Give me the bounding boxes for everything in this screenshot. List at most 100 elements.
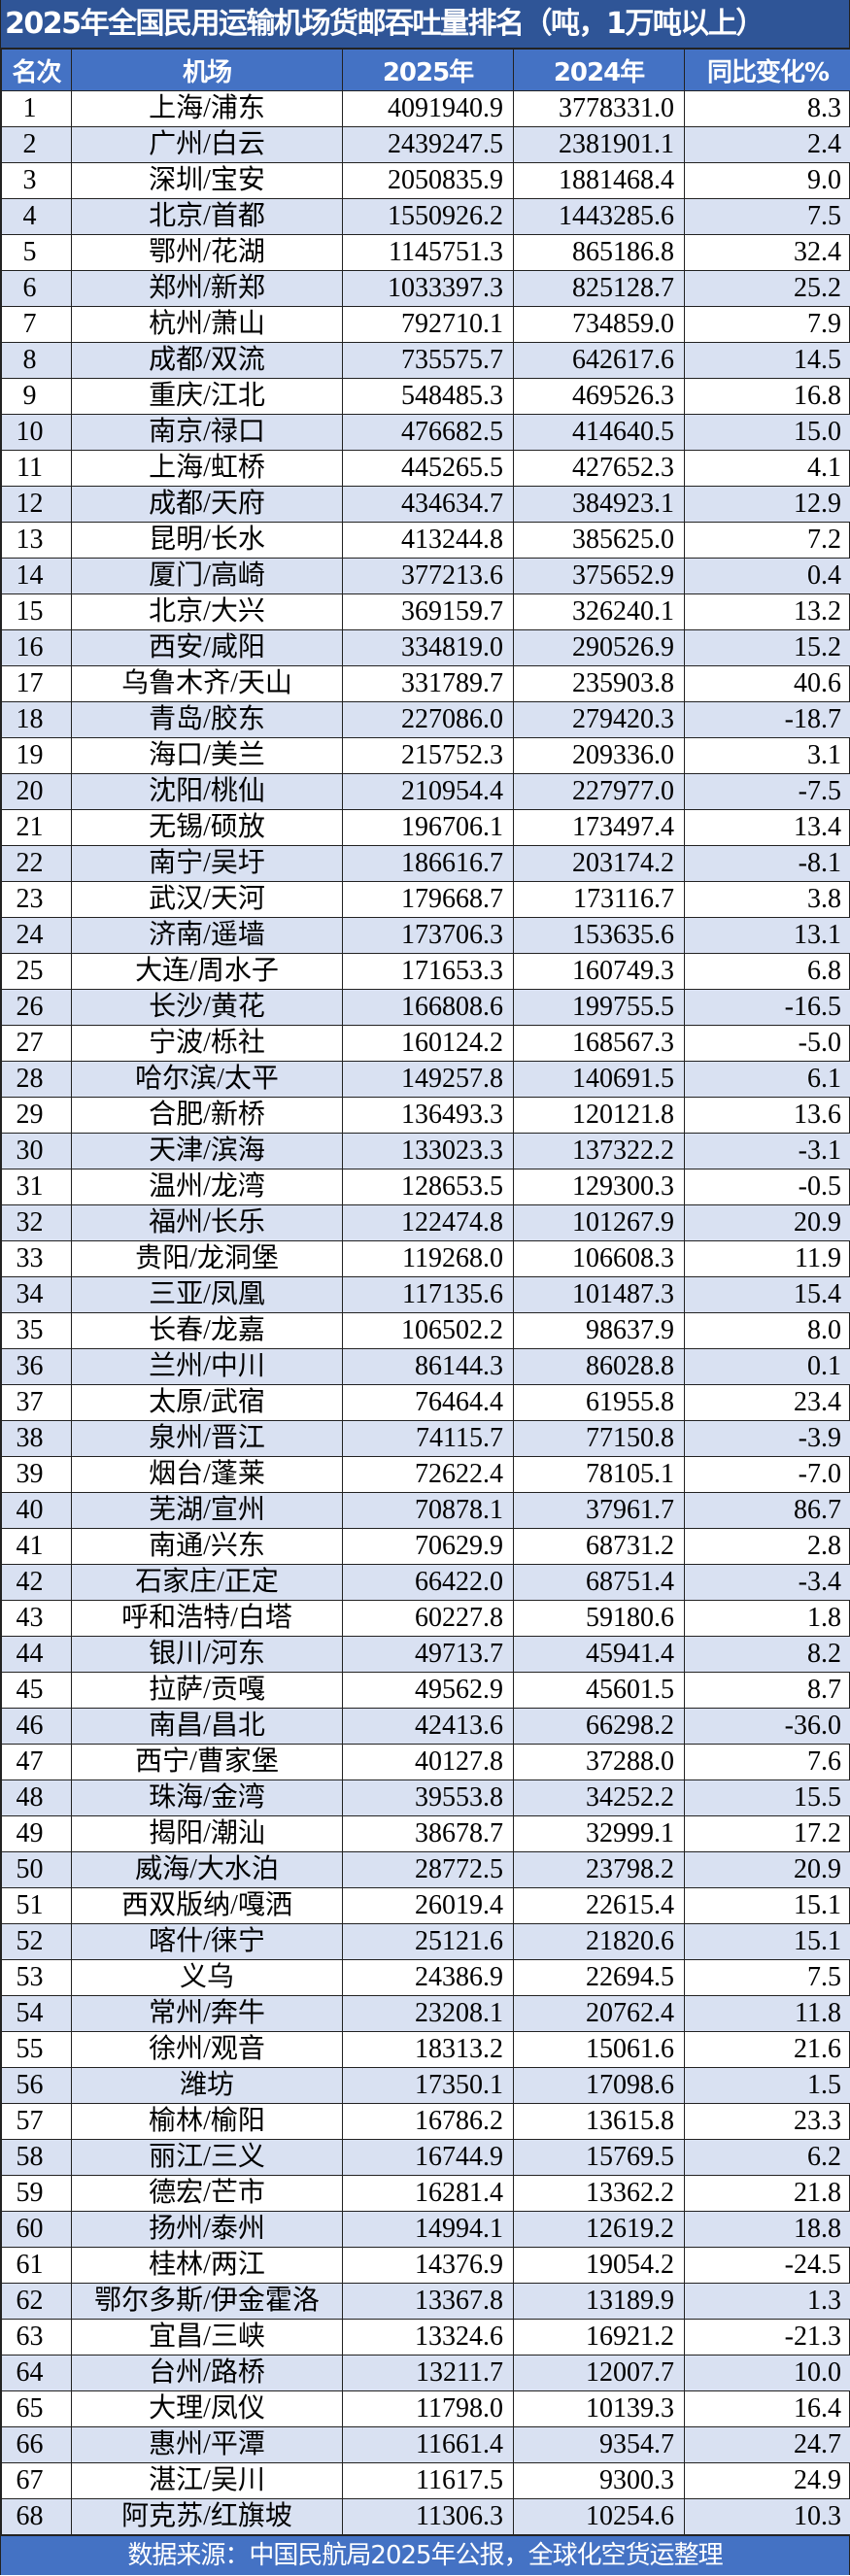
rank-cell: 22: [2, 846, 72, 882]
airport-cell: 潍坊: [72, 2068, 343, 2104]
yoy-change-cell: 7.6: [685, 1745, 850, 1780]
cargo-2025-cell: 331789.7: [343, 666, 514, 702]
cargo-2024-cell: 16921.2: [514, 2320, 685, 2356]
rank-cell: 4: [2, 199, 72, 235]
cargo-2025-cell: 133023.3: [343, 1134, 514, 1169]
rank-cell: 18: [2, 702, 72, 738]
cargo-2024-cell: 68731.2: [514, 1529, 685, 1565]
cargo-2025-cell: 11661.4: [343, 2427, 514, 2463]
rank-cell: 48: [2, 1780, 72, 1816]
yoy-change-cell: 10.0: [685, 2356, 850, 2391]
cargo-2024-cell: 825128.7: [514, 271, 685, 307]
airport-cell: 兰州/中川: [72, 1349, 343, 1385]
yoy-change-cell: -7.5: [685, 774, 850, 810]
yoy-change-cell: 23.4: [685, 1385, 850, 1421]
cargo-2024-cell: 21820.6: [514, 1924, 685, 1960]
cargo-2024-cell: 34252.2: [514, 1780, 685, 1816]
yoy-change-cell: 21.8: [685, 2176, 850, 2212]
cargo-2024-cell: 37288.0: [514, 1745, 685, 1780]
cargo-2025-cell: 72622.4: [343, 1457, 514, 1493]
cargo-2025-cell: 369159.7: [343, 594, 514, 630]
cargo-2024-cell: 61955.8: [514, 1385, 685, 1421]
airport-cell: 宁波/栎社: [72, 1026, 343, 1062]
cargo-2024-cell: 160749.3: [514, 954, 685, 990]
cargo-2025-cell: 334819.0: [343, 630, 514, 666]
cargo-2025-cell: 11617.5: [343, 2463, 514, 2499]
rank-cell: 2: [2, 127, 72, 163]
yoy-change-cell: 32.4: [685, 235, 850, 271]
cargo-2024-cell: 13362.2: [514, 2176, 685, 2212]
cargo-2024-cell: 385625.0: [514, 523, 685, 559]
cargo-2025-cell: 24386.9: [343, 1960, 514, 1996]
airport-cell: 德宏/芒市: [72, 2176, 343, 2212]
rank-cell: 53: [2, 1960, 72, 1996]
yoy-change-cell: -0.5: [685, 1169, 850, 1205]
cargo-2025-cell: 434634.7: [343, 487, 514, 523]
cargo-2024-cell: 173497.4: [514, 810, 685, 846]
cargo-2025-cell: 11306.3: [343, 2499, 514, 2535]
data-source-footer: 数据来源：中国民航局2025年公报，全球化空货运整理: [1, 2535, 849, 2575]
airport-cell: 大理/凤仪: [72, 2391, 343, 2427]
yoy-change-cell: 13.1: [685, 918, 850, 954]
yoy-change-cell: 15.1: [685, 1888, 850, 1924]
rank-cell: 57: [2, 2104, 72, 2140]
yoy-change-cell: 24.9: [685, 2463, 850, 2499]
yoy-change-cell: -3.4: [685, 1565, 850, 1601]
rank-cell: 35: [2, 1313, 72, 1349]
cargo-2025-cell: 16744.9: [343, 2140, 514, 2176]
cargo-2024-cell: 384923.1: [514, 487, 685, 523]
cargo-2024-cell: 68751.4: [514, 1565, 685, 1601]
yoy-change-cell: 1.3: [685, 2284, 850, 2320]
yoy-change-cell: 15.4: [685, 1277, 850, 1313]
airport-cell: 上海/虹桥: [72, 451, 343, 487]
rank-cell: 15: [2, 594, 72, 630]
cargo-2024-cell: 1443285.6: [514, 199, 685, 235]
airport-cell: 太原/武宿: [72, 1385, 343, 1421]
rank-cell: 41: [2, 1529, 72, 1565]
cargo-2024-cell: 642617.6: [514, 343, 685, 379]
airport-cell: 鄂州/花湖: [72, 235, 343, 271]
cargo-2024-cell: 12619.2: [514, 2212, 685, 2248]
airport-cell: 桂林/两江: [72, 2248, 343, 2284]
rank-cell: 28: [2, 1062, 72, 1098]
cargo-2024-cell: 326240.1: [514, 594, 685, 630]
cargo-2024-cell: 173116.7: [514, 882, 685, 918]
rank-cell: 68: [2, 2499, 72, 2535]
airport-cell: 温州/龙湾: [72, 1169, 343, 1205]
cargo-2025-cell: 2050835.9: [343, 163, 514, 199]
header-yoy-change: 同比变化%: [685, 50, 850, 91]
cargo-2025-cell: 160124.2: [343, 1026, 514, 1062]
cargo-2025-cell: 128653.5: [343, 1169, 514, 1205]
yoy-change-cell: 18.8: [685, 2212, 850, 2248]
rank-cell: 39: [2, 1457, 72, 1493]
cargo-2024-cell: 203174.2: [514, 846, 685, 882]
cargo-2024-cell: 1881468.4: [514, 163, 685, 199]
airport-cell: 重庆/江北: [72, 379, 343, 415]
cargo-2025-cell: 4091940.9: [343, 91, 514, 127]
yoy-change-cell: 13.4: [685, 810, 850, 846]
cargo-2025-cell: 39553.8: [343, 1780, 514, 1816]
yoy-change-cell: 11.8: [685, 1996, 850, 2032]
yoy-change-cell: -21.3: [685, 2320, 850, 2356]
rank-cell: 56: [2, 2068, 72, 2104]
cargo-2025-cell: 1033397.3: [343, 271, 514, 307]
rank-cell: 27: [2, 1026, 72, 1062]
yoy-change-cell: 7.5: [685, 1960, 850, 1996]
rank-cell: 33: [2, 1241, 72, 1277]
